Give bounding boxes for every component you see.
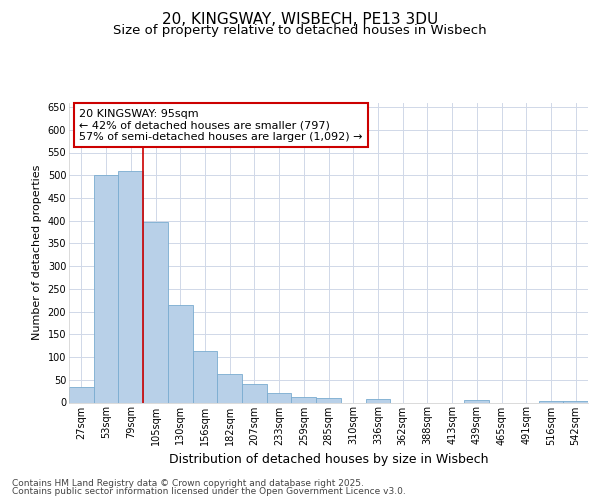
Bar: [69, 386, 94, 402]
Bar: [365, 399, 390, 402]
Bar: [464, 400, 489, 402]
Text: Contains HM Land Registry data © Crown copyright and database right 2025.: Contains HM Land Registry data © Crown c…: [12, 478, 364, 488]
Y-axis label: Number of detached properties: Number of detached properties: [32, 165, 42, 340]
Text: 20, KINGSWAY, WISBECH, PE13 3DU: 20, KINGSWAY, WISBECH, PE13 3DU: [162, 12, 438, 28]
Bar: [292, 396, 316, 402]
Bar: [217, 374, 242, 402]
Bar: [118, 170, 143, 402]
Bar: [316, 398, 341, 402]
Text: 20 KINGSWAY: 95sqm
← 42% of detached houses are smaller (797)
57% of semi-detach: 20 KINGSWAY: 95sqm ← 42% of detached hou…: [79, 108, 363, 142]
Text: Size of property relative to detached houses in Wisbech: Size of property relative to detached ho…: [113, 24, 487, 37]
Bar: [168, 305, 193, 402]
Text: Contains public sector information licensed under the Open Government Licence v3: Contains public sector information licen…: [12, 487, 406, 496]
Bar: [143, 222, 168, 402]
Bar: [242, 384, 267, 402]
Bar: [267, 392, 292, 402]
Bar: [94, 175, 118, 402]
X-axis label: Distribution of detached houses by size in Wisbech: Distribution of detached houses by size …: [169, 453, 488, 466]
Bar: [539, 401, 563, 402]
Bar: [193, 351, 217, 403]
Bar: [563, 401, 588, 402]
